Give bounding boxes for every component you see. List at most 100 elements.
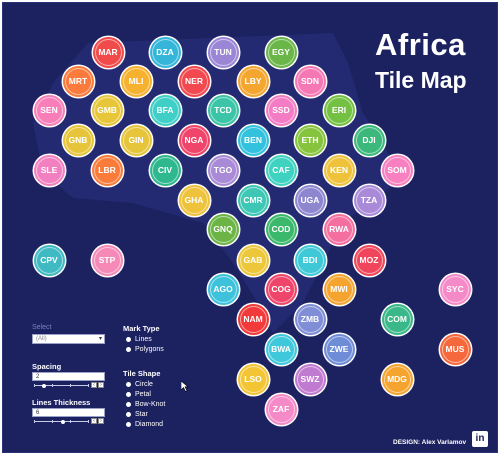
tile-label: ERI — [331, 105, 347, 115]
country-select[interactable]: (All) ▾ — [32, 334, 105, 344]
tile-eri[interactable]: ERI — [323, 94, 355, 126]
tile-ago[interactable]: AGO — [207, 273, 239, 305]
tile-label: CAF — [272, 165, 290, 175]
tile-cog[interactable]: COG — [265, 273, 297, 305]
tile-lbr[interactable]: LBR — [91, 154, 123, 186]
tile-label: GAB — [243, 255, 263, 265]
tile-bwa[interactable]: BWA — [265, 333, 297, 365]
tile-gnb[interactable]: GNB — [62, 124, 94, 156]
tile-label: MLI — [128, 76, 144, 86]
tile-ner[interactable]: NER — [178, 65, 210, 97]
tile-gnq[interactable]: GNQ — [207, 213, 239, 245]
tile-ken[interactable]: KEN — [323, 154, 355, 186]
tile-sle[interactable]: SLE — [33, 154, 65, 186]
tile-som[interactable]: SOM — [381, 154, 413, 186]
spacing-slider-thumb[interactable] — [42, 384, 46, 388]
tile-sdn[interactable]: SDN — [294, 65, 326, 97]
tile-zaf[interactable]: ZAF — [265, 393, 297, 425]
tile-mus[interactable]: MUS — [439, 333, 471, 365]
dashboard-canvas: Africa Tile Map MAR DZA TUN EGY MRT MLI NER LBY… — [2, 2, 498, 453]
tile-label: BFA — [156, 105, 174, 115]
tile-cpv[interactable]: CPV — [33, 244, 65, 276]
tile-swz[interactable]: SWZ — [294, 363, 326, 395]
tile-mli[interactable]: MLI — [120, 65, 152, 97]
tile-syc[interactable]: SYC — [439, 273, 471, 305]
tile-label: MAR — [98, 47, 118, 57]
tile-mwi[interactable]: MWI — [323, 273, 355, 305]
tile-mdg[interactable]: MDG — [381, 363, 413, 395]
tile-bdi[interactable]: BDI — [294, 244, 326, 276]
tile-nam[interactable]: NAM — [237, 303, 269, 335]
tile-dji[interactable]: DJI — [353, 124, 385, 156]
tile-label: EGY — [272, 47, 290, 57]
tile-label: GNB — [68, 135, 88, 145]
tile-sen[interactable]: SEN — [33, 94, 65, 126]
tile-tgo[interactable]: TGO — [207, 154, 239, 186]
tile-shape-option-circle[interactable]: Circle — [126, 381, 153, 388]
tile-tun[interactable]: TUN — [207, 36, 239, 68]
radio-icon — [126, 402, 131, 407]
tile-tcd[interactable]: TCD — [207, 94, 239, 126]
tile-stp[interactable]: STP — [91, 244, 123, 276]
lines-thickness-slider-thumb[interactable] — [61, 420, 65, 424]
tile-label: NAM — [243, 314, 263, 324]
tile-cmr[interactable]: CMR — [237, 184, 269, 216]
tile-caf[interactable]: CAF — [265, 154, 297, 186]
tile-civ[interactable]: CIV — [149, 154, 181, 186]
tile-rwa[interactable]: RWA — [323, 213, 355, 245]
tile-label: ZWE — [329, 344, 349, 354]
tile-gmb[interactable]: GMB — [91, 94, 123, 126]
tile-gin[interactable]: GIN — [120, 124, 152, 156]
tile-mrt[interactable]: MRT — [62, 65, 94, 97]
spacing-label: Spacing — [32, 362, 62, 371]
tile-zwe[interactable]: ZWE — [323, 333, 355, 365]
spacing-input[interactable]: 2 — [32, 372, 105, 381]
lines-thickness-decrement-button[interactable]: ‹ — [91, 418, 97, 424]
spacing-decrement-button[interactable]: ‹ — [91, 382, 97, 388]
tile-label: SSD — [272, 105, 290, 115]
tile-gab[interactable]: GAB — [237, 244, 269, 276]
tile-dza[interactable]: DZA — [149, 36, 181, 68]
radio-icon — [126, 347, 131, 352]
tile-moz[interactable]: MOZ — [353, 244, 385, 276]
tile-ssd[interactable]: SSD — [265, 94, 297, 126]
tile-label: DJI — [362, 135, 376, 145]
tile-cod[interactable]: COD — [265, 213, 297, 245]
tile-tza[interactable]: TZA — [353, 184, 385, 216]
tile-label: SOM — [387, 165, 407, 175]
tile-ben[interactable]: BEN — [237, 124, 269, 156]
slider-tick — [70, 420, 71, 423]
spacing-slider[interactable] — [34, 385, 89, 386]
linkedin-icon[interactable]: in — [472, 431, 488, 447]
tile-uga[interactable]: UGA — [294, 184, 326, 216]
tile-shape-option-star[interactable]: Star — [126, 411, 148, 418]
tile-lso[interactable]: LSO — [237, 363, 269, 395]
slider-tick — [34, 420, 35, 423]
tile-shape-option-bow-knot[interactable]: Bow-Knot — [126, 401, 165, 408]
mark-type-option-polygons[interactable]: Polygons — [126, 346, 164, 353]
map-subtitle: Tile Map — [375, 67, 467, 93]
tile-label: COM — [387, 314, 407, 324]
tile-mar[interactable]: MAR — [92, 36, 124, 68]
mouse-cursor-icon — [181, 381, 189, 392]
tile-bfa[interactable]: BFA — [149, 94, 181, 126]
tile-gha[interactable]: GHA — [178, 184, 210, 216]
tile-shape-option-diamond[interactable]: Diamond — [126, 421, 163, 428]
tile-eth[interactable]: ETH — [294, 124, 326, 156]
tile-label: ZMB — [300, 314, 320, 324]
mark-type-option-lines[interactable]: Lines — [126, 336, 152, 343]
tile-label: COD — [271, 224, 291, 234]
tile-lby[interactable]: LBY — [237, 65, 269, 97]
design-credit: DESIGN: Alex Varlamov — [393, 439, 467, 446]
tile-label: LBR — [98, 165, 116, 175]
tile-com[interactable]: COM — [381, 303, 413, 335]
tile-label: GIN — [128, 135, 144, 145]
tile-zmb[interactable]: ZMB — [294, 303, 326, 335]
tile-egy[interactable]: EGY — [265, 36, 297, 68]
tile-nga[interactable]: NGA — [178, 124, 210, 156]
lines-thickness-input[interactable]: 6 — [32, 408, 105, 417]
lines-thickness-increment-button[interactable]: › — [98, 418, 104, 424]
spacing-increment-button[interactable]: › — [98, 382, 104, 388]
tile-label: DZA — [156, 47, 174, 57]
tile-shape-option-petal[interactable]: Petal — [126, 391, 151, 398]
